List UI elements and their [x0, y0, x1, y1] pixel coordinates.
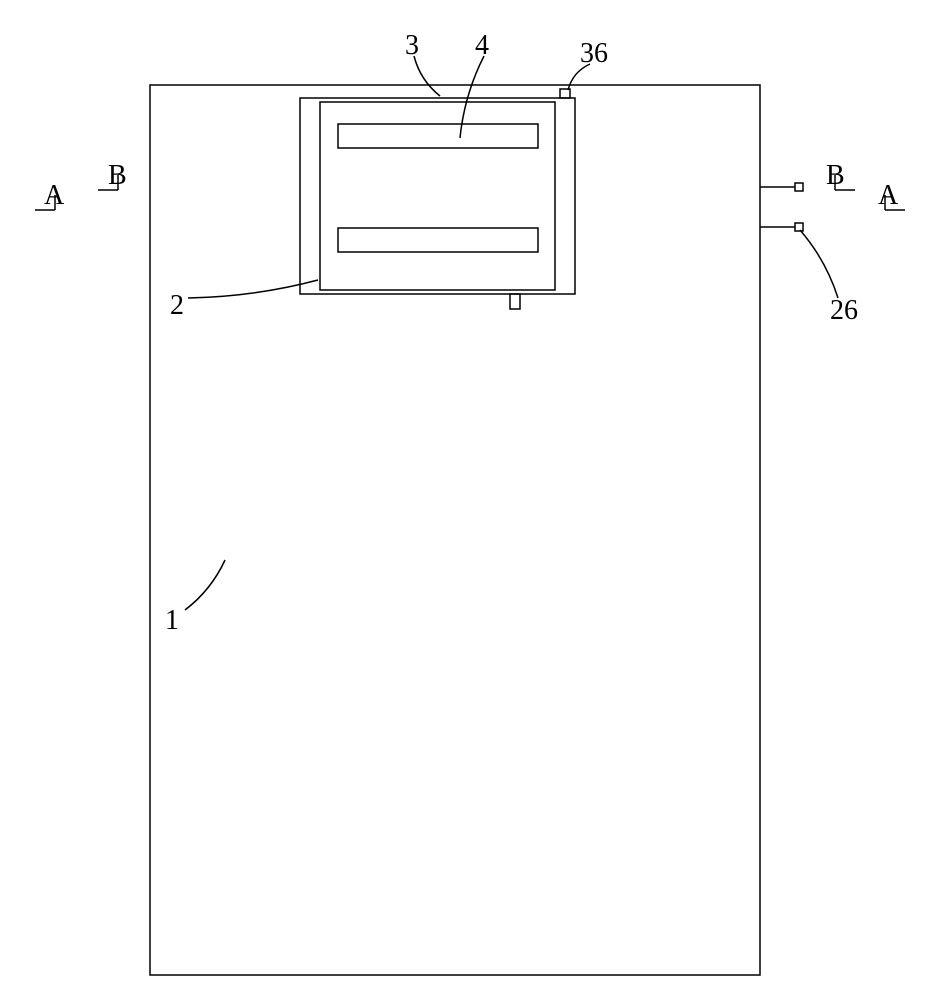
label-36: 36: [580, 38, 608, 70]
label-B-right: B: [826, 160, 845, 192]
label-26: 26: [830, 295, 858, 327]
label-1: 1: [165, 605, 179, 637]
label-B-left: B: [108, 160, 127, 192]
label-4: 4: [475, 30, 489, 62]
label-A-right: A: [878, 180, 898, 212]
label-A-left: A: [44, 180, 64, 212]
label-3: 3: [405, 30, 419, 62]
label-2: 2: [170, 290, 184, 322]
technical-drawing: [0, 0, 935, 1000]
